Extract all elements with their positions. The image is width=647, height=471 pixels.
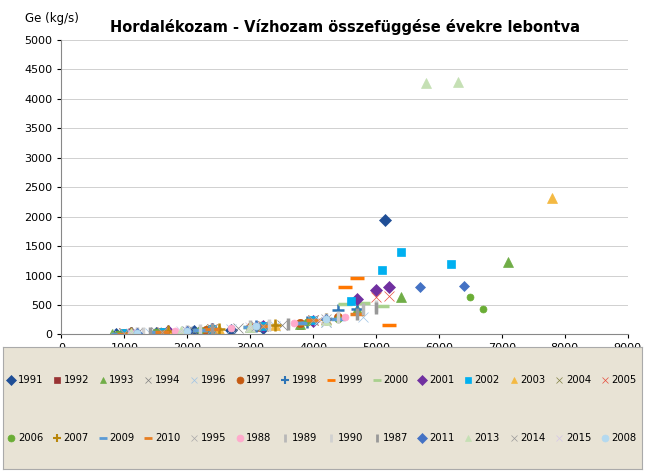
Text: 2015: 2015 — [565, 433, 591, 443]
X-axis label: Q (m³/s): Q (m³/s) — [585, 355, 633, 368]
Text: 1994: 1994 — [155, 375, 181, 385]
Text: 1995: 1995 — [201, 433, 226, 443]
Text: 2001: 2001 — [429, 375, 454, 385]
Text: 2009: 2009 — [109, 433, 135, 443]
Text: 2006: 2006 — [18, 433, 43, 443]
Text: 2010: 2010 — [155, 433, 180, 443]
Text: 1997: 1997 — [246, 375, 272, 385]
Text: 2011: 2011 — [429, 433, 454, 443]
Text: 1991: 1991 — [18, 375, 43, 385]
Text: 2008: 2008 — [611, 433, 637, 443]
Text: 2004: 2004 — [565, 375, 591, 385]
Y-axis label: Ge (kg/s): Ge (kg/s) — [25, 12, 78, 25]
Text: 1998: 1998 — [292, 375, 317, 385]
Text: 1996: 1996 — [201, 375, 226, 385]
Text: 1990: 1990 — [338, 433, 363, 443]
Text: 2003: 2003 — [520, 375, 545, 385]
Text: 1989: 1989 — [292, 433, 317, 443]
Text: 2007: 2007 — [63, 433, 89, 443]
Text: 2005: 2005 — [611, 375, 637, 385]
Text: 1992: 1992 — [63, 375, 89, 385]
Text: 1987: 1987 — [383, 433, 408, 443]
Text: 2014: 2014 — [520, 433, 545, 443]
Text: 1993: 1993 — [109, 375, 135, 385]
Text: 2002: 2002 — [474, 375, 499, 385]
Title: Hordalékozam - Vízhozam összefüggése évekre lebontva: Hordalékozam - Vízhozam összefüggése éve… — [109, 19, 580, 35]
Text: 2000: 2000 — [383, 375, 408, 385]
Text: 1999: 1999 — [338, 375, 363, 385]
Text: 2013: 2013 — [474, 433, 499, 443]
Text: 1988: 1988 — [246, 433, 271, 443]
